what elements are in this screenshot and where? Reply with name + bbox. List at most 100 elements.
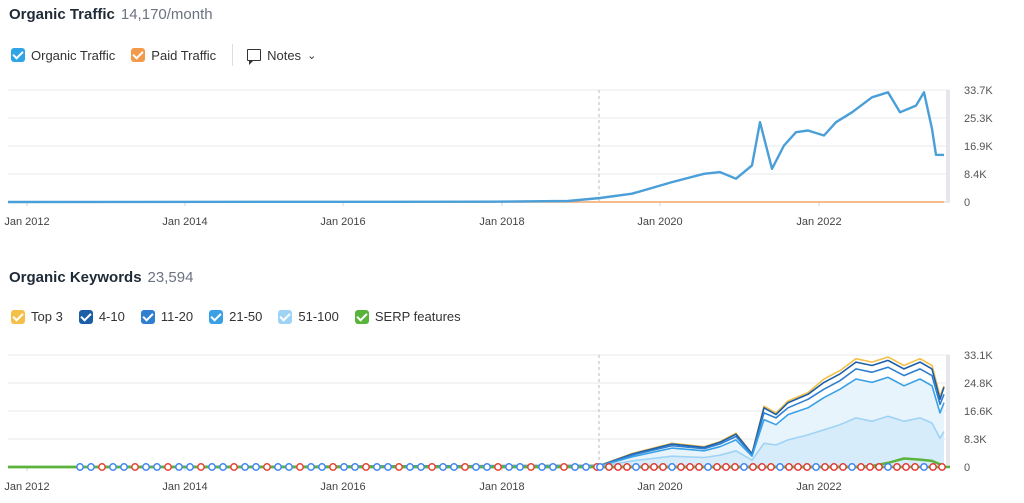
comment-icon	[247, 49, 262, 65]
x-tick-label: Jan 2012	[4, 481, 49, 493]
serp-feature-marker	[472, 463, 480, 471]
serp-feature-marker	[483, 463, 491, 471]
x-tick-label: Jan 2018	[479, 216, 524, 228]
legend-label: Paid Traffic	[151, 47, 217, 63]
organic-traffic-title: Organic Traffic	[9, 6, 115, 23]
serp-feature-marker	[821, 463, 829, 471]
legend-label: 11-20	[160, 309, 194, 324]
serp-feature-marker	[911, 463, 919, 471]
notes-dropdown[interactable]: Notes ⌄	[247, 47, 317, 65]
serp-feature-marker	[713, 463, 721, 471]
y-tick-label: 8.4K	[964, 169, 987, 181]
serp-feature-marker	[494, 463, 502, 471]
serp-feature-marker	[549, 463, 557, 471]
serp-feature-marker	[373, 463, 381, 471]
serp-feature-marker	[614, 463, 622, 471]
x-tick-label: Jan 2020	[637, 216, 682, 228]
serp-feature-marker	[439, 463, 447, 471]
serp-feature-marker	[582, 463, 590, 471]
checkbox-icon[interactable]	[209, 309, 224, 324]
checkbox-icon[interactable]	[354, 309, 369, 324]
serp-feature-marker	[884, 463, 892, 471]
legend-organic-traffic[interactable]: Organic Traffic	[11, 48, 115, 63]
serp-feature-marker	[839, 463, 847, 471]
organic-traffic-value: 14,170/month	[120, 6, 213, 23]
serp-feature-marker	[186, 463, 194, 471]
checkbox-icon[interactable]	[131, 48, 146, 62]
legend-serp-features[interactable]: SERP features	[354, 309, 461, 324]
serp-feature-marker	[164, 463, 172, 471]
x-tick-label: Jan 2014	[162, 216, 207, 228]
serp-feature-marker	[505, 463, 513, 471]
serp-feature-marker	[131, 463, 139, 471]
serp-feature-marker	[893, 463, 901, 471]
serp-feature-marker	[686, 463, 694, 471]
traffic-legend: Organic Traffic Paid Traffic Notes ⌄	[11, 44, 316, 66]
legend-paid-traffic[interactable]: Paid Traffic	[131, 48, 216, 63]
serp-feature-marker	[632, 463, 640, 471]
serp-feature-marker	[866, 463, 874, 471]
serp-feature-marker	[938, 463, 946, 471]
serp-feature-marker	[803, 463, 811, 471]
legend-label: Organic Traffic	[31, 47, 116, 63]
serp-feature-marker	[677, 463, 685, 471]
legend-top-3[interactable]: Top 3	[11, 309, 63, 324]
y-tick-label: 16.9K	[964, 141, 993, 153]
serp-feature-marker	[219, 463, 227, 471]
y-tick-label: 25.3K	[964, 113, 993, 125]
serp-feature-marker	[241, 463, 249, 471]
serp-feature-marker	[668, 463, 676, 471]
x-tick-label: Jan 2012	[4, 216, 49, 228]
serp-feature-marker	[848, 463, 856, 471]
serp-feature-marker	[351, 463, 359, 471]
checkbox-icon[interactable]	[140, 309, 155, 324]
serp-feature-marker	[274, 463, 282, 471]
51-100-line	[7, 415, 945, 468]
serp-feature-marker	[560, 463, 568, 471]
serp-feature-marker	[329, 463, 337, 471]
serp-feature-marker	[794, 463, 802, 471]
serp-feature-marker	[285, 463, 293, 471]
serp-feature-marker	[296, 463, 304, 471]
serp-feature-marker	[87, 463, 95, 471]
legend-label: SERP features	[374, 309, 461, 324]
serp-feature-marker	[175, 463, 183, 471]
serp-feature-marker	[417, 463, 425, 471]
legend-51-100[interactable]: 51-100	[278, 309, 339, 324]
serp-feature-marker	[758, 463, 766, 471]
serp-feature-marker	[875, 463, 883, 471]
notes-label: Notes	[267, 47, 302, 63]
serp-feature-marker	[538, 463, 546, 471]
serp-feature-marker	[142, 463, 150, 471]
legend-label: 51-100	[298, 309, 339, 324]
legend-label: 4-10	[98, 309, 125, 324]
y-tick-label: 16.6K	[964, 406, 993, 418]
x-tick-label: Jan 2016	[320, 216, 365, 228]
legend-11-20[interactable]: 11-20	[140, 309, 194, 324]
serp-feature-marker	[785, 463, 793, 471]
legend-4-10[interactable]: 4-10	[78, 309, 125, 324]
checkbox-icon[interactable]	[78, 309, 93, 324]
serp-feature-marker	[605, 463, 613, 471]
serp-feature-marker	[153, 463, 161, 471]
checkbox-icon[interactable]	[11, 48, 25, 62]
organic-keywords-title: Organic Keywords	[9, 269, 142, 286]
serp-feature-marker	[902, 463, 910, 471]
legend-label: 21-50	[229, 309, 263, 324]
serp-feature-marker	[208, 463, 216, 471]
x-tick-label: Jan 2016	[320, 481, 365, 493]
divider	[232, 44, 234, 66]
chevron-down-icon: ⌄	[307, 49, 317, 62]
checkbox-icon[interactable]	[278, 309, 293, 324]
legend-21-50[interactable]: 21-50	[209, 309, 262, 324]
y-tick-label: 33.7K	[964, 85, 993, 97]
organic-keywords-heading: Organic Keywords 23,594	[9, 269, 193, 286]
y-tick-label: 0	[964, 462, 970, 474]
serp-feature-marker	[695, 463, 703, 471]
serp-feature-marker	[428, 463, 436, 471]
organic-traffic-line	[7, 91, 945, 204]
serp-feature-marker	[722, 463, 730, 471]
checkbox-icon[interactable]	[11, 309, 25, 324]
y-tick-label: 33.1K	[964, 350, 993, 362]
organic-traffic-chart: 33.7K 25.3K 16.9K 8.4K 0 Jan 2012 Jan 2014 Jan …	[4, 85, 993, 228]
